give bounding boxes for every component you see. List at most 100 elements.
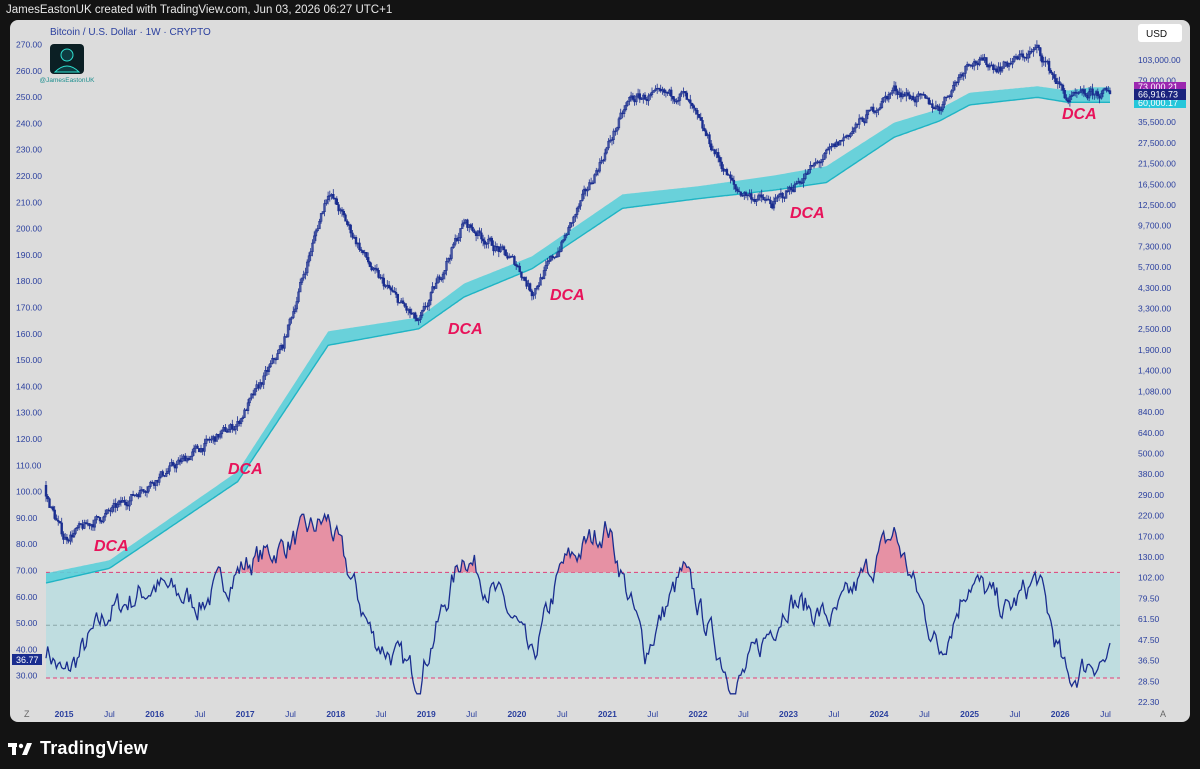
candle-body — [65, 536, 69, 541]
candle-body — [662, 89, 666, 93]
candle-body — [1002, 61, 1006, 69]
candle-body — [1051, 72, 1054, 75]
candle-body — [438, 276, 441, 280]
candle-body — [640, 98, 643, 100]
candle-body — [445, 261, 448, 271]
right-axis-label: 103,000.00 — [1138, 55, 1181, 65]
candle-body — [708, 134, 711, 145]
candle-body — [319, 213, 323, 222]
chart-svg: DCA DCA DCA DCA DCA DCA 270.00 260.00 250.00 240… — [12, 24, 1186, 719]
price-candles — [44, 40, 1112, 545]
candle-body — [615, 127, 619, 132]
candle-body — [572, 216, 575, 223]
x-axis-label: Jul — [738, 709, 749, 719]
candle-body — [382, 277, 385, 287]
left-axis-label: 180.00 — [16, 276, 42, 286]
candle-body — [453, 238, 457, 245]
candle-body — [365, 252, 368, 258]
candle-body — [725, 169, 729, 176]
right-axis-label: 220.00 — [1138, 511, 1164, 521]
candle-body — [546, 261, 549, 266]
candle-body — [631, 95, 635, 100]
candle-body — [231, 424, 234, 430]
candle-body — [1007, 62, 1011, 67]
candle-body — [307, 255, 311, 263]
candle-body — [196, 445, 199, 449]
candle-body — [104, 513, 107, 518]
candle-body — [351, 232, 354, 238]
candle-body — [1079, 90, 1082, 94]
candle-body — [473, 230, 476, 233]
x-axis-label: Jul — [557, 709, 568, 719]
candle-body — [290, 317, 293, 320]
candle-body — [750, 193, 753, 200]
candle-body — [102, 516, 105, 523]
candle-body — [915, 96, 918, 103]
candle-body — [732, 179, 736, 185]
candle-body — [74, 528, 77, 534]
candle-body — [76, 526, 79, 529]
candle-body — [746, 194, 750, 197]
right-axis: 103,000.0079,000.0047,500.0035,500.0027,… — [1138, 55, 1181, 707]
candle-body — [285, 336, 288, 338]
candle-body — [264, 370, 267, 377]
candle-body — [302, 274, 305, 279]
candle-body — [575, 207, 579, 215]
dca-annotation: DCA — [448, 321, 483, 338]
candle-body — [520, 271, 523, 278]
candle-body — [548, 259, 551, 262]
x-axis-label: 2023 — [779, 709, 798, 719]
candle-body — [1060, 83, 1063, 86]
candle-body — [243, 409, 246, 418]
candle-body — [171, 462, 175, 466]
candle-body — [494, 246, 497, 252]
right-axis-label: 500.00 — [1138, 449, 1164, 459]
right-axis-label: 12,500.00 — [1138, 200, 1176, 210]
candle-body — [62, 533, 65, 540]
left-axis-label: 200.00 — [16, 224, 42, 234]
candle-body — [1108, 90, 1112, 95]
right-axis-label: 640.00 — [1138, 428, 1164, 438]
candle-body — [1018, 54, 1021, 60]
left-axis-label: 30.00 — [16, 671, 38, 681]
candle-body — [93, 519, 97, 528]
tag-current-bg — [1134, 89, 1186, 100]
candle-body — [683, 91, 687, 94]
candle-body — [680, 91, 683, 95]
candle-body — [394, 291, 398, 295]
candle-body — [612, 130, 615, 140]
candle-body — [267, 366, 271, 372]
corner-a[interactable]: A — [1160, 709, 1166, 719]
candle-body — [600, 160, 603, 163]
candle-body — [868, 109, 871, 112]
dca-annotation: DCA — [550, 287, 585, 304]
candle-body — [767, 198, 770, 201]
candle-body — [246, 402, 250, 411]
left-axis-label: 100.00 — [16, 487, 42, 497]
candle-body — [111, 506, 114, 512]
candle-body — [448, 258, 452, 260]
candle-body — [295, 301, 298, 310]
left-axis-label: 270.00 — [16, 40, 42, 50]
footer-brand: TradingView — [40, 738, 148, 758]
candle-body — [346, 220, 349, 225]
chart-frame: DCA DCA DCA DCA DCA DCA 270.00 260.00 250.00 240… — [10, 20, 1190, 722]
candle-body — [985, 57, 988, 66]
corner-z[interactable]: Z — [24, 709, 30, 719]
left-axis-label: 110.00 — [16, 460, 42, 470]
candle-body — [931, 103, 934, 108]
candle-body — [314, 230, 318, 237]
x-axis-label: Jul — [919, 709, 930, 719]
candle-body — [943, 96, 946, 105]
candle-body — [1063, 90, 1066, 99]
candle-body — [610, 139, 614, 141]
right-axis-label: 380.00 — [1138, 469, 1164, 479]
candle-body — [924, 95, 927, 99]
candle-body — [77, 523, 81, 528]
candle-body — [729, 174, 732, 179]
rsi-current-value: 36.77 — [16, 655, 39, 665]
candle-body — [675, 101, 678, 103]
candle-body — [934, 105, 938, 110]
right-axis-label: 47.50 — [1138, 635, 1160, 645]
currency-button[interactable]: USD — [1138, 24, 1182, 42]
